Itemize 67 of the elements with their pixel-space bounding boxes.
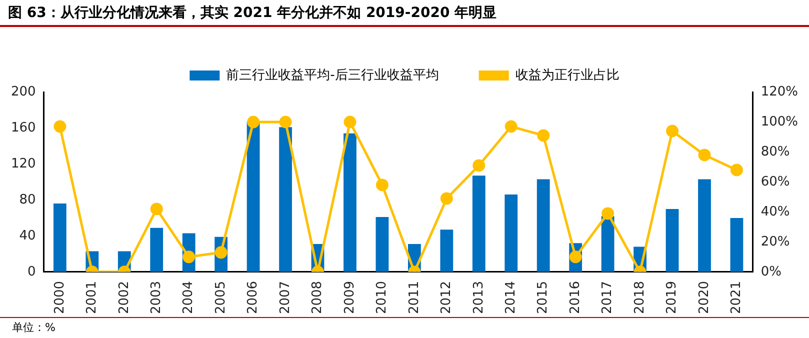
bar (440, 230, 454, 272)
x-tick-label: 2020 (696, 280, 712, 314)
y2-tick-label: 40% (760, 204, 790, 220)
x-tick-label: 2004 (181, 280, 196, 314)
x-tick-label: 2018 (632, 280, 648, 314)
bar (279, 127, 292, 272)
point (54, 120, 66, 133)
bar (376, 217, 389, 272)
bar (344, 133, 356, 272)
point (279, 116, 292, 128)
bar (698, 179, 711, 272)
bar (150, 228, 164, 272)
text: 单位：% (0, 317, 809, 337)
legend-label: 前三行业收益平均-后三行业收益平均 (226, 68, 439, 83)
y2-tick-label: 0% (760, 264, 782, 280)
point (440, 192, 453, 205)
y2-tick-label: 100% (760, 114, 798, 130)
bar (472, 176, 486, 272)
x-tick-label: 2011 (406, 280, 422, 314)
x-tick-label: 2006 (246, 280, 261, 314)
x-tick-label: 2017 (600, 280, 616, 314)
x-tick-label: 2019 (664, 280, 680, 314)
bar (730, 218, 744, 272)
point (472, 159, 486, 172)
y2-tick-label: 20% (760, 234, 790, 250)
point (376, 178, 388, 192)
legend-label: 收益为正行业占比 (515, 68, 620, 83)
bar (504, 194, 518, 272)
x-tick-label: 2000 (52, 280, 68, 314)
point (247, 116, 260, 128)
bar (601, 216, 614, 272)
point (730, 164, 743, 176)
y-tick-label: 160 (10, 120, 36, 136)
x-tick-label: 2008 (310, 280, 326, 314)
point (666, 124, 679, 138)
x-tick-label: 2010 (374, 280, 390, 314)
point (602, 207, 614, 220)
x-tick-label: 2007 (278, 280, 293, 314)
y-tick-label: 120 (10, 156, 36, 172)
x-tick-label: 2021 (729, 280, 744, 314)
x-tick-label: 2013 (471, 280, 486, 314)
point (504, 120, 518, 133)
x-tick-label: 2003 (148, 280, 164, 314)
x-tick-label: 2014 (504, 280, 518, 314)
x-tick-label: 2016 (568, 280, 583, 314)
y2-tick-label: 120% (760, 84, 798, 100)
x-tick-label: 2005 (213, 280, 228, 314)
y-tick-label: 0 (28, 264, 36, 280)
bar (53, 204, 66, 272)
point (698, 148, 711, 162)
x-tick-label: 2012 (439, 280, 454, 314)
bar (246, 122, 260, 272)
chart-title: 图 63：从行业分化情况来看，其实 2021 年分化并不如 2019-2020 年明显 (0, 0, 809, 27)
point (150, 202, 163, 216)
x-tick-label: 2015 (536, 280, 551, 314)
bar (536, 179, 550, 272)
point (537, 129, 550, 142)
y2-tick-label: 60% (760, 174, 790, 190)
x-tick-label: 2002 (116, 280, 132, 314)
point (344, 116, 356, 128)
y-tick-label: 80 (19, 192, 36, 208)
y-tick-label: 200 (10, 84, 36, 100)
y-tick-label: 40 (19, 228, 36, 244)
x-tick-label: 2009 (342, 280, 358, 314)
bar (666, 208, 679, 272)
x-tick-label: 2001 (84, 280, 100, 314)
y2-tick-label: 80% (760, 144, 790, 160)
